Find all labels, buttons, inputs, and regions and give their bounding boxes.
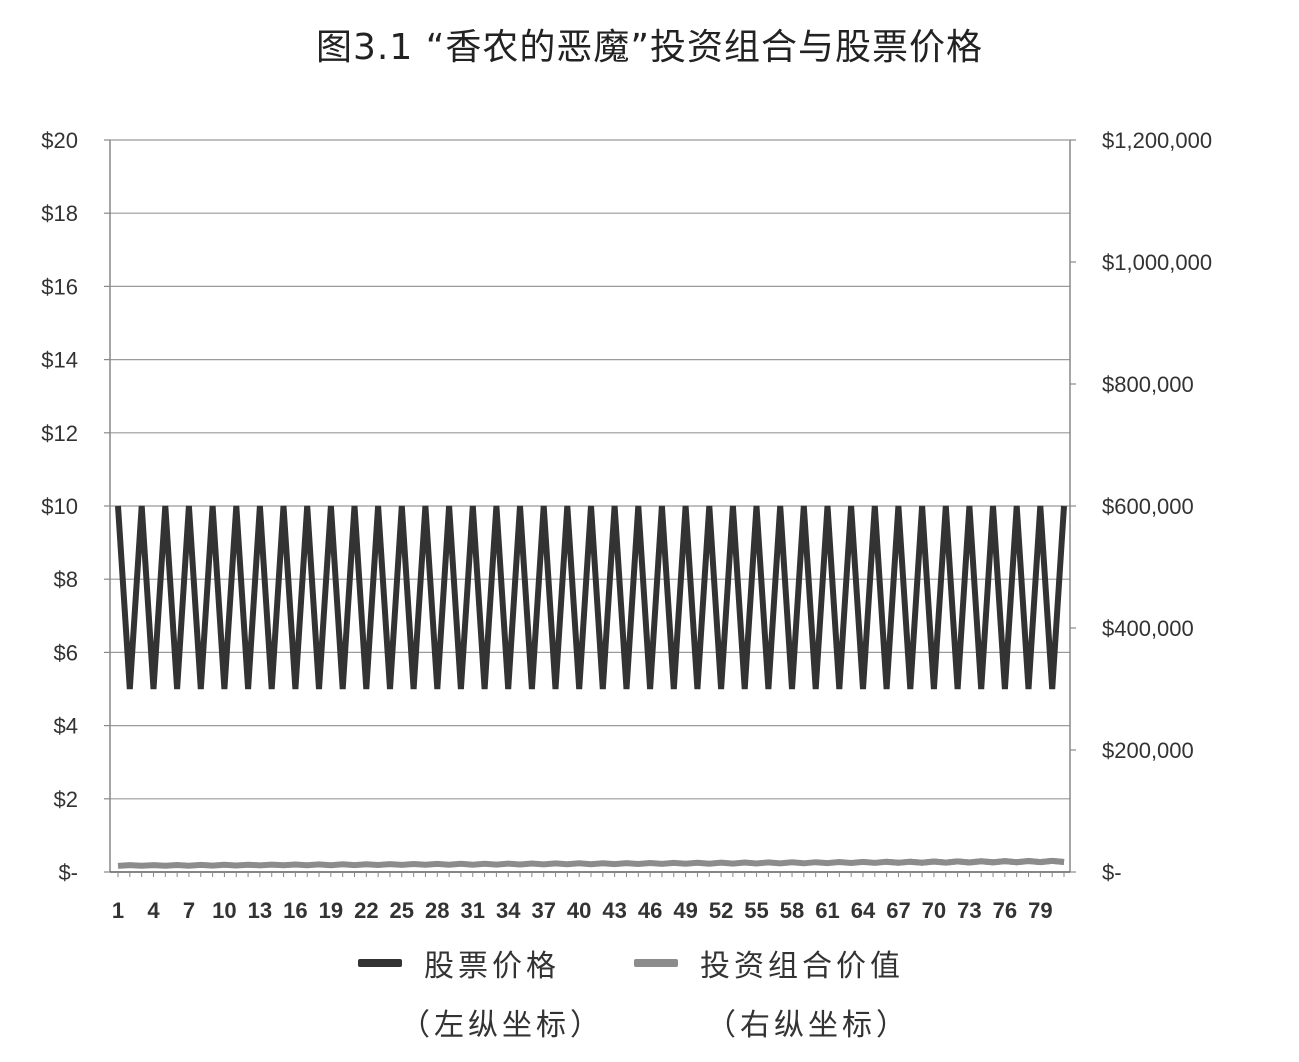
- x-tick-label: 70: [922, 898, 946, 923]
- x-tick-label: 76: [993, 898, 1017, 923]
- x-tick-label: 28: [425, 898, 449, 923]
- left-tick-label: $-: [58, 860, 78, 885]
- x-tick-label: 49: [673, 898, 697, 923]
- x-tick-label: 34: [496, 898, 521, 923]
- x-tick-label: 37: [531, 898, 555, 923]
- right-tick-label: $1,200,000: [1102, 128, 1212, 153]
- x-tick-label: 31: [461, 898, 485, 923]
- legend-axis-note-left: （左纵坐标）: [400, 1008, 604, 1043]
- legend-label-portfolio-value: 投资组合价值: [700, 949, 904, 984]
- x-tick-label: 40: [567, 898, 591, 923]
- chart-title: 图3.1 “香农的恶魔”投资组合与股票价格: [316, 27, 983, 68]
- left-tick-label: $10: [41, 494, 78, 519]
- legend-axis-note-right: （右纵坐标）: [706, 1008, 910, 1043]
- x-tick-label: 13: [248, 898, 272, 923]
- chart-plot: $-$2$4$6$8$10$12$14$16$18$20 $-$200,000$…: [41, 128, 1212, 923]
- series-line-stock-price: [115, 505, 1067, 690]
- x-tick-label: 4: [147, 898, 160, 923]
- x-tick-label: 19: [319, 898, 343, 923]
- axes: [104, 139, 1076, 877]
- legend-swatch-stock-price: [358, 959, 402, 967]
- right-tick-label: $200,000: [1102, 738, 1194, 763]
- grid-lines: [110, 139, 1070, 873]
- x-tick-label: 25: [390, 898, 414, 923]
- right-tick-label: $800,000: [1102, 372, 1194, 397]
- x-tick-label: 52: [709, 898, 733, 923]
- left-y-axis-ticks: $- $2 $4 $6 $8 $10 $12 $14 $16 $18 $20: [41, 128, 78, 885]
- x-tick-label: 7: [183, 898, 195, 923]
- x-tick-label: 58: [780, 898, 804, 923]
- left-tick-label: $14: [41, 348, 78, 373]
- right-tick-label: $600,000: [1102, 494, 1194, 519]
- legend: 股票价格 （左纵坐标） 投资组合价值 （右纵坐标）: [0, 940, 1299, 1050]
- x-tick-label: 1: [112, 898, 124, 923]
- left-tick-label: $8: [54, 567, 78, 592]
- x-tick-label: 43: [602, 898, 626, 923]
- right-tick-label: $1,000,000: [1102, 250, 1212, 275]
- left-tick-label: $18: [41, 201, 78, 226]
- x-tick-label: 61: [815, 898, 839, 923]
- right-tick-label: $-: [1102, 860, 1122, 885]
- left-tick-label: $12: [41, 421, 78, 446]
- series-lines: [115, 505, 1067, 869]
- x-tick-label: 16: [283, 898, 307, 923]
- legend-label-stock-price: 股票价格: [424, 949, 560, 984]
- x-tick-label: 10: [212, 898, 236, 923]
- left-tick-label: $4: [54, 714, 78, 739]
- x-tick-label: 67: [886, 898, 910, 923]
- left-tick-label: $6: [54, 640, 78, 665]
- x-tick-label: 55: [744, 898, 768, 923]
- legend-swatch-portfolio-value: [634, 959, 678, 967]
- x-tick-label: 79: [1028, 898, 1052, 923]
- legend-item-stock-price: 股票价格 （左纵坐标）: [358, 940, 604, 1044]
- x-tick-label: 22: [354, 898, 378, 923]
- right-y-axis-ticks: $- $200,000 $400,000 $600,000 $800,000 $1,000…: [1102, 128, 1212, 885]
- left-tick-label: $20: [41, 128, 78, 153]
- series-line-portfolio-value-front: [886, 857, 1065, 866]
- left-tick-label: $2: [54, 787, 78, 812]
- x-tick-label: 46: [638, 898, 662, 923]
- right-tick-label: $400,000: [1102, 616, 1194, 641]
- x-axis-ticks: 1 4 7 10 13 16 19 22 25 28 31 34 37 40 43 46 49 52 55 58 61 6…: [112, 898, 1053, 923]
- left-tick-label: $16: [41, 274, 78, 299]
- x-tick-label: 73: [957, 898, 981, 923]
- x-tick-label: 64: [851, 898, 876, 923]
- legend-item-portfolio-value: 投资组合价值 （右纵坐标）: [634, 940, 910, 1044]
